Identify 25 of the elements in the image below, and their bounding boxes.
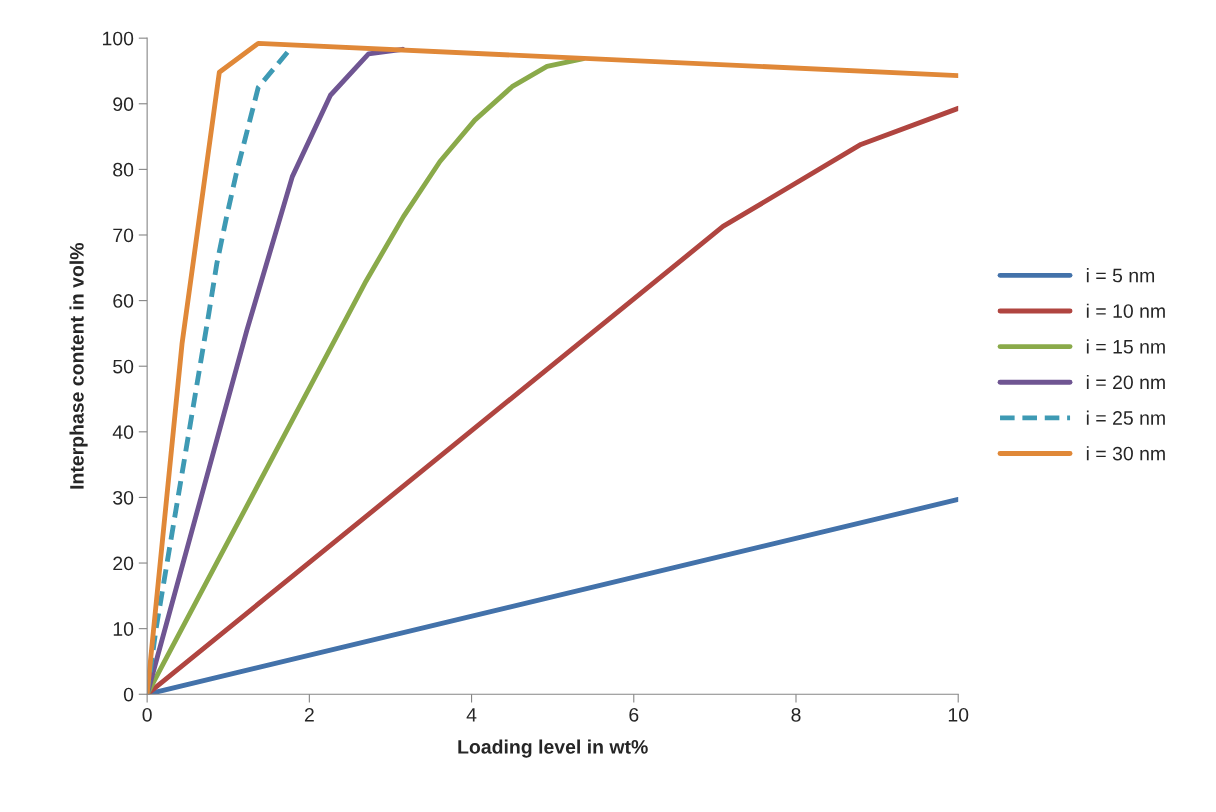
y-tick-label: 80 (113, 162, 134, 177)
y-tick-label: 70 (113, 228, 134, 243)
legend-label: i = 20 nm (1086, 374, 1165, 390)
x-tick-label: 6 (629, 707, 639, 722)
y-tick-label: 30 (113, 490, 134, 505)
y-tick-label: 50 (113, 359, 134, 374)
x-tick-label: 0 (142, 707, 152, 722)
y-tick-label: 20 (113, 556, 134, 571)
x-tick-label: 10 (948, 707, 969, 722)
y-tick-label: 10 (113, 622, 134, 636)
x-tick-label: 2 (304, 707, 314, 722)
y-tick-label: 60 (113, 294, 134, 308)
y-tick-label: 40 (112, 425, 134, 440)
legend-label: i = 10 nm (1086, 303, 1165, 318)
y-tick-label: 0 (123, 687, 134, 702)
legend-label: i = 15 nm (1086, 339, 1165, 354)
legend-label: i = 5 nm (1086, 268, 1155, 283)
y-tick-label: 100 (102, 31, 134, 46)
y-tick-label: 90 (113, 97, 134, 112)
legend-label: i = 30 nm (1086, 446, 1165, 461)
x-axis-title: Loading level in wt% (458, 739, 648, 758)
legend-label: i = 25 nm (1086, 410, 1165, 425)
x-tick-label: 4 (466, 708, 477, 722)
x-tick-label: 8 (791, 707, 801, 722)
y-axis-title: Interphase content in vol% (69, 243, 88, 489)
